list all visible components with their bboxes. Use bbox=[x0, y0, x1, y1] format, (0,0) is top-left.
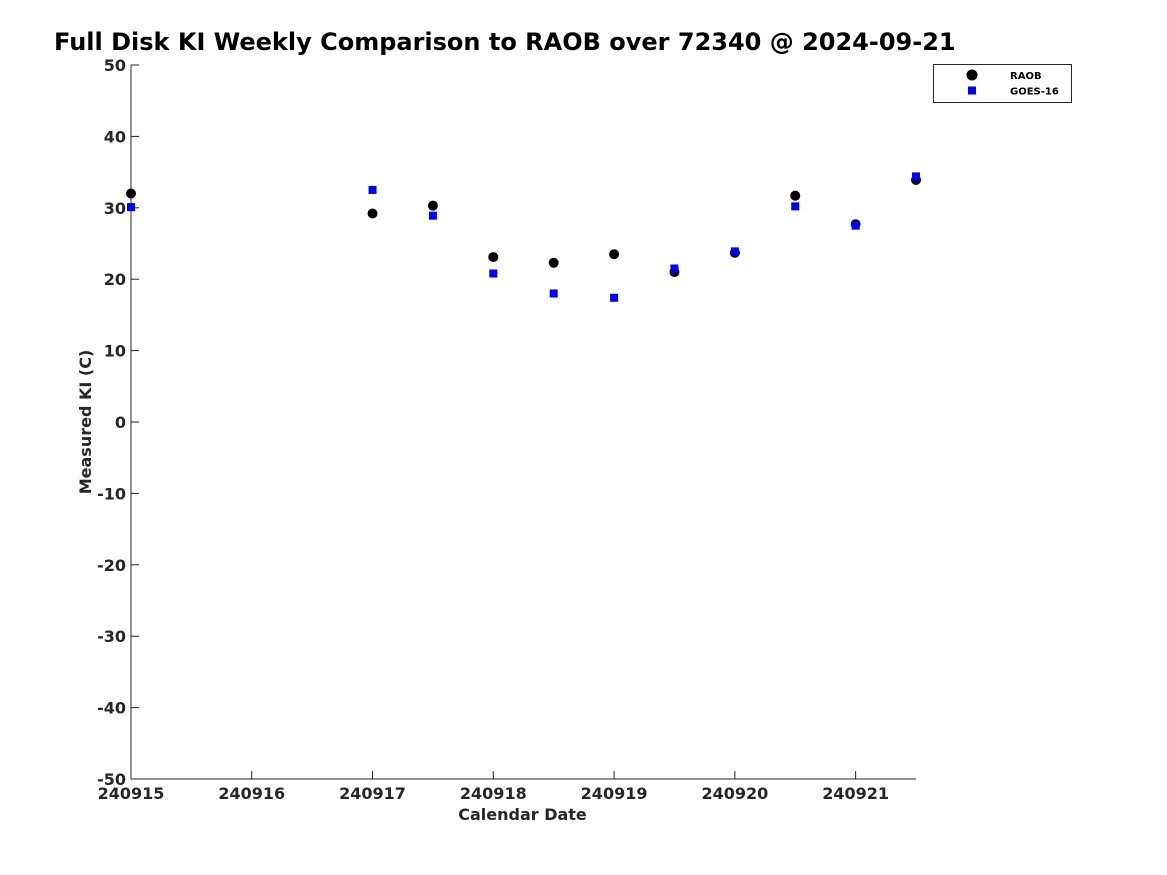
x-tick-label: 240921 bbox=[822, 784, 889, 803]
legend-label-raob: RAOB bbox=[1010, 71, 1042, 82]
y-tick-label: -40 bbox=[97, 699, 126, 718]
x-tick-label: 240917 bbox=[339, 784, 406, 803]
goes-16-point bbox=[730, 247, 739, 256]
goes-16-point bbox=[610, 293, 619, 302]
y-tick-label: 20 bbox=[104, 270, 126, 289]
y-tick-label: -20 bbox=[97, 556, 126, 575]
x-tick-label: 240920 bbox=[701, 784, 768, 803]
y-tick-label: 50 bbox=[104, 56, 126, 75]
raob-point bbox=[367, 208, 378, 219]
raob-point bbox=[126, 188, 136, 199]
y-tick-label: -30 bbox=[97, 627, 126, 646]
x-tick-label: 240916 bbox=[218, 784, 285, 803]
goes-16-point bbox=[489, 269, 498, 278]
legend-label-goes-16: GOES-16 bbox=[1010, 87, 1059, 98]
goes-16-point bbox=[912, 172, 920, 181]
goes-16-point bbox=[791, 202, 800, 211]
y-tick-label: -10 bbox=[97, 484, 126, 503]
raob-point bbox=[609, 249, 620, 260]
legend-marker-goes-16 bbox=[968, 86, 976, 95]
goes-16-point bbox=[368, 185, 377, 194]
x-tick-label: 240915 bbox=[98, 784, 165, 803]
raob-point bbox=[548, 257, 559, 268]
goes-16-point bbox=[851, 221, 860, 230]
x-axis-label: Calendar Date bbox=[458, 805, 587, 824]
y-tick-label: 30 bbox=[104, 199, 126, 218]
y-tick-label: -50 bbox=[97, 770, 126, 789]
x-tick-label: 240919 bbox=[581, 784, 648, 803]
legend-marker-raob bbox=[966, 69, 978, 81]
chart-title: Full Disk KI Weekly Comparison to RAOB o… bbox=[54, 28, 956, 56]
raob-point bbox=[427, 200, 438, 211]
y-axis-label: Measured KI (C) bbox=[76, 350, 95, 495]
goes-16-point bbox=[428, 211, 437, 220]
raob-point bbox=[790, 190, 801, 201]
goes-16-point bbox=[127, 203, 135, 212]
goes-16-point bbox=[670, 264, 679, 273]
x-tick-label: 240918 bbox=[460, 784, 527, 803]
goes-16-point bbox=[549, 289, 558, 298]
data-points bbox=[126, 172, 921, 302]
legend: RAOB GOES-16 bbox=[933, 64, 1072, 103]
y-tick-label: 40 bbox=[104, 127, 126, 146]
y-tick-label: 10 bbox=[104, 342, 126, 361]
raob-point bbox=[488, 252, 499, 263]
y-tick-label: 0 bbox=[115, 413, 126, 432]
legend-box bbox=[933, 64, 1072, 103]
